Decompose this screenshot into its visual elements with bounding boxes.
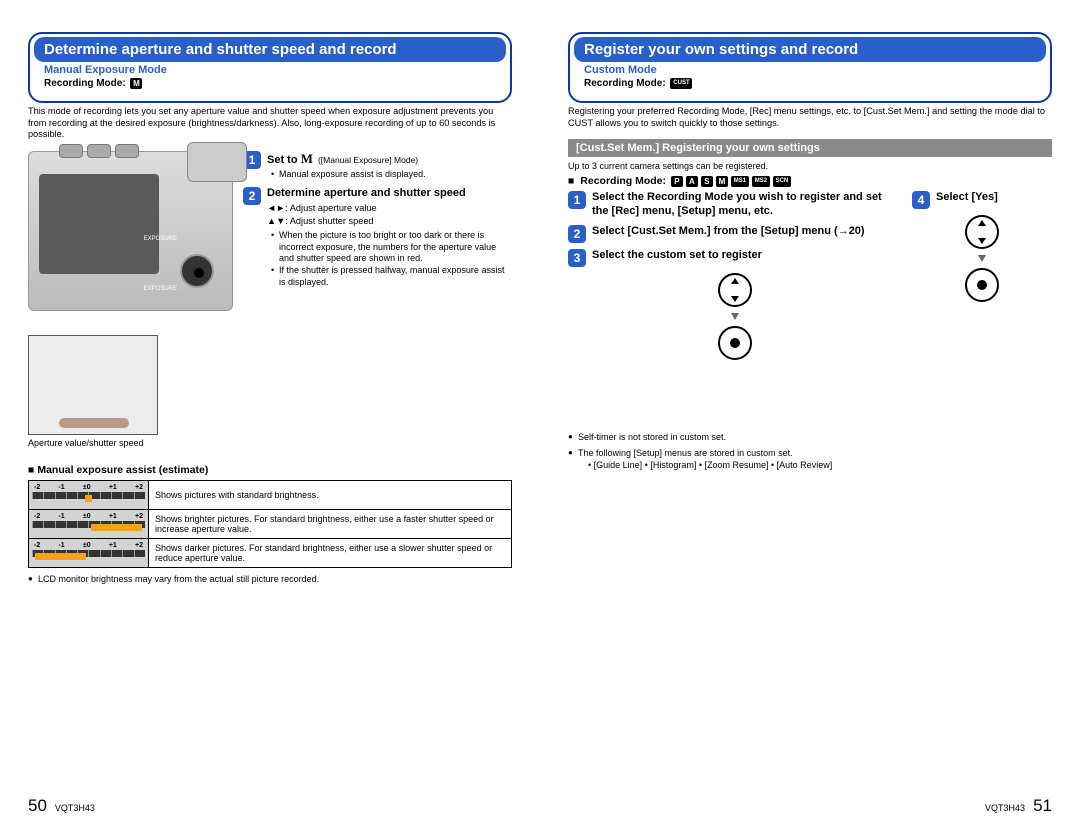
step-1: 1 Select the Recording Mode you wish to …	[568, 191, 882, 219]
step-4-controls	[912, 215, 1052, 302]
mode-icons-row: P A S M MS1 MS2 SCN	[669, 176, 791, 187]
steps-right: 4 Select [Yes]	[912, 191, 1052, 366]
step-2: 2 Determine aperture and shutter speed ◄…	[243, 187, 512, 288]
sample-display	[28, 335, 158, 435]
nav-circle-icon	[718, 273, 752, 307]
nav-circle-icon	[965, 215, 999, 249]
page-title: Determine aperture and shutter speed and…	[34, 37, 506, 62]
intro-text: This mode of recording lets you set any …	[28, 106, 512, 141]
steps-two-col: 1 Select the Recording Mode you wish to …	[568, 191, 1052, 366]
step-3-controls	[588, 273, 882, 360]
sample-caption: Aperture value/shutter speed	[28, 438, 233, 448]
table-row: -2-1±0+1+2 Shows darker pictures. For st…	[29, 538, 512, 567]
step-1-body: Set to M ([Manual Exposure] Mode) Manual…	[267, 151, 512, 181]
rec-mode-label: Recording Mode:	[584, 78, 666, 89]
step-1: 1 Set to M ([Manual Exposure] Mode) Manu…	[243, 151, 512, 181]
content-row: EXPOSURE EXPOSURE Aperture value/shutter…	[28, 151, 512, 448]
set-circle-icon	[718, 326, 752, 360]
step-num-2: 2	[243, 187, 261, 205]
bottom-note: LCD monitor brightness may vary from the…	[28, 574, 512, 584]
arrow-down-icon	[978, 255, 986, 262]
assist-table: -2-1±0+1+2 Shows pictures with standard …	[28, 480, 512, 568]
rec-mode-sub: Recording Mode: P A S M MS1 MS2 SCN	[568, 175, 1052, 187]
doc-id: VQT3H43	[985, 803, 1025, 813]
camera-column: EXPOSURE EXPOSURE Aperture value/shutter…	[28, 151, 233, 448]
note-2: The following [Setup] menus are stored i…	[568, 448, 1052, 458]
title-bar: Register your own settings and record Cu…	[568, 32, 1052, 103]
table-row: -2-1±0+1+2 Shows brighter pictures. For …	[29, 509, 512, 538]
page-50: Determine aperture and shutter speed and…	[0, 0, 540, 834]
step-3: 3 Select the custom set to register	[568, 249, 882, 267]
title-bar: Determine aperture and shutter speed and…	[28, 32, 512, 103]
note-2-items: • [Guide Line] • [Histogram] • [Zoom Res…	[588, 460, 1052, 470]
footer-left: 50 VQT3H43	[28, 796, 95, 816]
scale-cell-1: -2-1±0+1+2	[29, 480, 149, 509]
scale-cell-2: -2-1±0+1+2	[29, 509, 149, 538]
page-title: Register your own settings and record	[574, 37, 1046, 62]
step-2: 2 Select [Cust.Set Mem.] from the [Setup…	[568, 225, 882, 243]
camera-illustration: EXPOSURE EXPOSURE	[28, 151, 233, 311]
mode-subtitle: Custom Mode	[574, 64, 1046, 76]
steps-column: 1 Set to M ([Manual Exposure] Mode) Manu…	[243, 151, 512, 448]
doc-id: VQT3H43	[55, 803, 95, 813]
page-number: 51	[1033, 796, 1052, 816]
table-row: -2-1±0+1+2 Shows pictures with standard …	[29, 480, 512, 509]
rec-mode-label: Recording Mode:	[44, 78, 126, 89]
step-2-body: Determine aperture and shutter speed ◄►:…	[267, 187, 512, 288]
note-1: Self-timer is not stored in custom set.	[568, 432, 1052, 442]
assist-heading: Manual exposure assist (estimate)	[28, 464, 512, 476]
row1-desc: Shows pictures with standard brightness.	[149, 480, 512, 509]
mode-m-icon: M	[130, 78, 142, 89]
mode-cust-icon: CUST	[670, 78, 692, 89]
intro-text: Registering your preferred Recording Mod…	[568, 106, 1052, 129]
row3-desc: Shows darker pictures. For standard brig…	[149, 538, 512, 567]
steps-left: 1 Select the Recording Mode you wish to …	[568, 191, 882, 366]
footer-right: VQT3H43 51	[985, 796, 1052, 816]
page-number: 50	[28, 796, 47, 816]
arrow-down-icon	[731, 313, 739, 320]
exposure-label-1: EXPOSURE	[144, 236, 177, 242]
row2-desc: Shows brighter pictures. For standard br…	[149, 509, 512, 538]
cap-line: Up to 3 current camera settings can be r…	[568, 161, 1052, 171]
recording-mode-row: Recording Mode: CUST	[574, 78, 1046, 89]
scale-cell-3: -2-1±0+1+2	[29, 538, 149, 567]
exposure-label-2: EXPOSURE	[144, 286, 177, 292]
step-4: 4 Select [Yes]	[912, 191, 1052, 209]
page-51: Register your own settings and record Cu…	[540, 0, 1080, 834]
mode-subtitle: Manual Exposure Mode	[34, 64, 506, 76]
set-circle-icon	[965, 268, 999, 302]
recording-mode-row: Recording Mode: M	[34, 78, 506, 89]
section-band: [Cust.Set Mem.] Registering your own set…	[568, 139, 1052, 157]
